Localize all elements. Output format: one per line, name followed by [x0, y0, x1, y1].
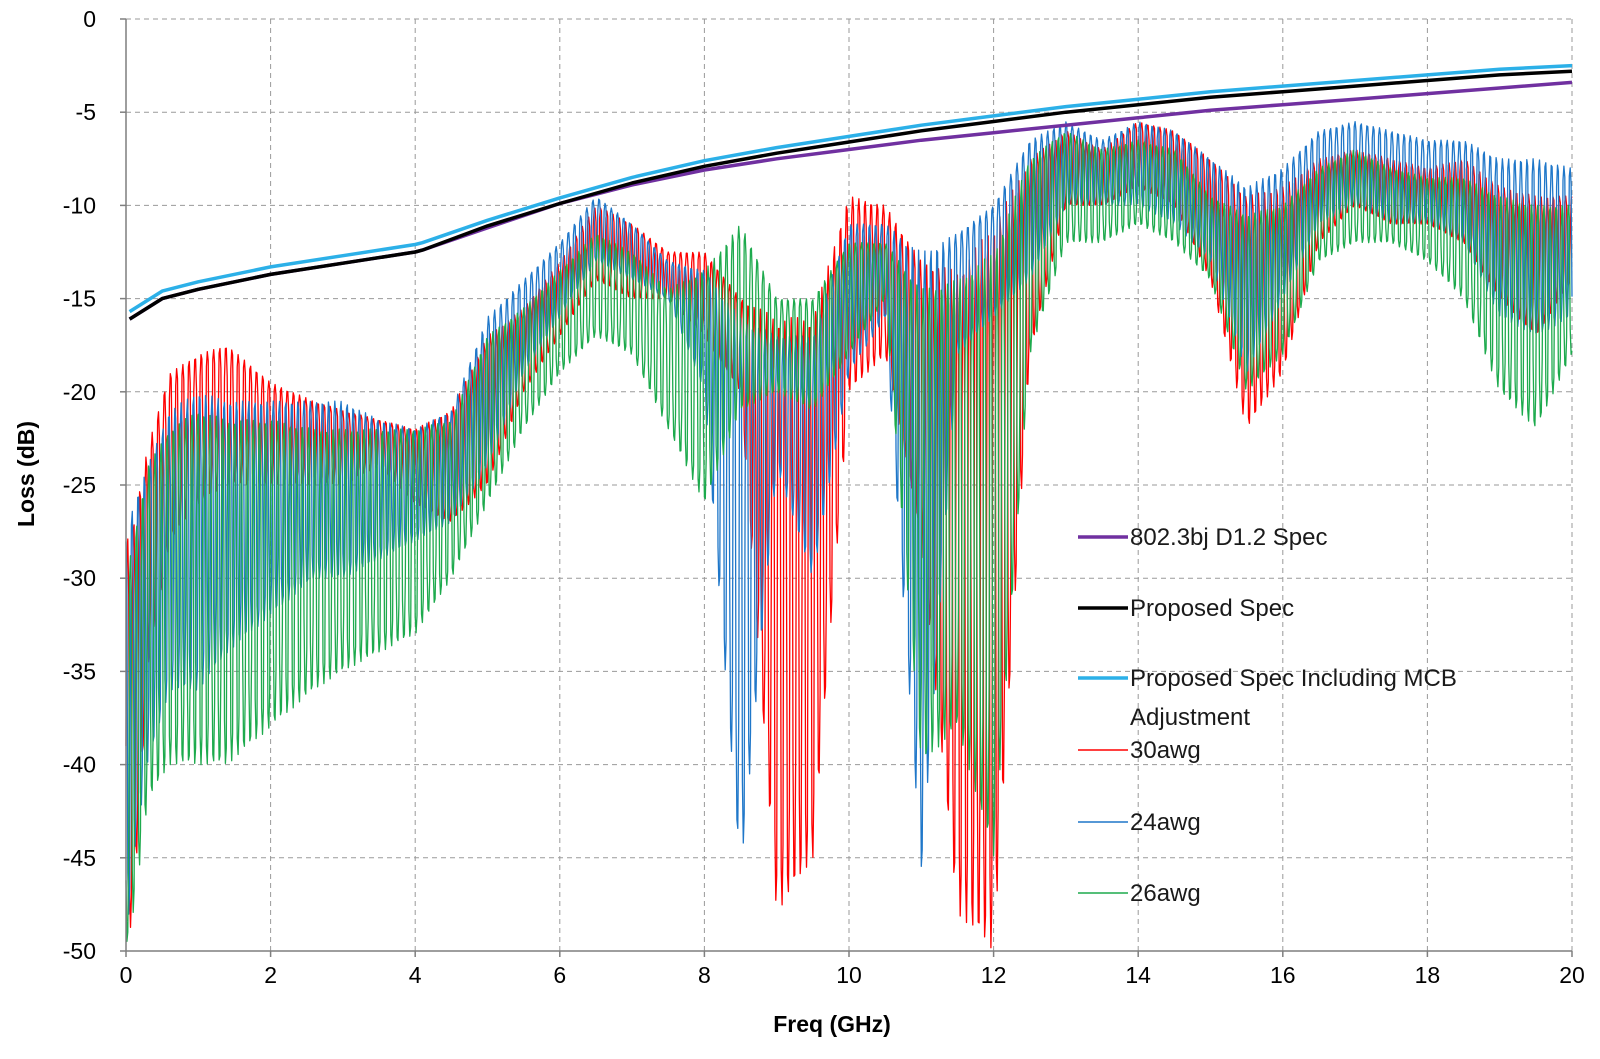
x-tick-label-4: 8: [698, 962, 711, 988]
y-tick-label-2: -10: [63, 192, 96, 218]
y-tick-label-9: -45: [63, 845, 96, 871]
y-tick-label-1: -5: [76, 99, 96, 125]
y-tick-label-5: -25: [63, 472, 96, 498]
grid-lines: [126, 18, 1573, 951]
legend: 802.3bj D1.2 Spec Proposed Spec Proposed S…: [1078, 524, 1457, 907]
x-tick-label-6: 12: [981, 962, 1007, 988]
legend-label-4: 24awg: [1130, 809, 1201, 836]
x-tick-label-9: 18: [1415, 962, 1441, 988]
series-30awg-trace: [125, 122, 1573, 949]
x-tick-label-10: 20: [1559, 962, 1585, 988]
spec-limit-series: [128, 63, 1573, 321]
x-tick-label-3: 6: [553, 962, 566, 988]
series-Proposed-Spec-Including-MCB-Adjustment-line: [128, 63, 1573, 314]
legend-entry-30awg: 30awg: [1078, 737, 1201, 764]
x-tick-label-7: 14: [1125, 962, 1151, 988]
y-tick-label-4: -20: [63, 379, 96, 405]
y-axis-title: Loss (dB): [13, 421, 39, 527]
x-tick-label-8: 16: [1270, 962, 1296, 988]
tick-labels: 0 2 4 6 8 10 12 14 16 18 20 0 -5 -10 -15 -20 -25 -30 -35 -4…: [63, 6, 1585, 988]
legend-entry-24awg: 24awg: [1078, 809, 1201, 836]
legend-label-0: 802.3bj D1.2 Spec: [1130, 524, 1327, 551]
y-tick-label-8: -40: [63, 752, 96, 778]
series-24awg-trace: [125, 120, 1573, 915]
y-tick-label-0: 0: [83, 6, 96, 32]
legend-label-2: Proposed Spec Including MCB: [1130, 665, 1457, 692]
x-tick-label-1: 2: [264, 962, 277, 988]
measured-cable-series: [125, 120, 1573, 949]
legend-entry-26awg: 26awg: [1078, 880, 1201, 907]
y-tick-label-3: -15: [63, 286, 96, 312]
legend-entry-Proposed-Spec-Including-MCB-Adjustment: Proposed Spec Including MCB Adjustment: [1078, 665, 1457, 731]
series-26awg-trace: [125, 132, 1573, 943]
legend-entry-802.3bj-D1.2-Spec: 802.3bj D1.2 Spec: [1078, 524, 1327, 551]
y-tick-label-10: -50: [63, 938, 96, 964]
legend-entry-Proposed-Spec: Proposed Spec: [1078, 595, 1294, 622]
y-tick-label-7: -35: [63, 658, 96, 684]
x-tick-label-5: 10: [836, 962, 862, 988]
legend-label-1: Proposed Spec: [1130, 595, 1294, 622]
legend-label-3: 30awg: [1130, 737, 1201, 764]
x-tick-label-2: 4: [409, 962, 422, 988]
plot-axes: [120, 18, 1573, 957]
y-tick-label-6: -30: [63, 565, 96, 591]
legend-label-5: 26awg: [1130, 880, 1201, 907]
x-tick-label-0: 0: [120, 962, 133, 988]
legend-label-2-cont: Adjustment: [1130, 704, 1250, 731]
series-Proposed-Spec-line: [128, 69, 1573, 321]
x-axis-title: Freq (GHz): [773, 1011, 891, 1037]
